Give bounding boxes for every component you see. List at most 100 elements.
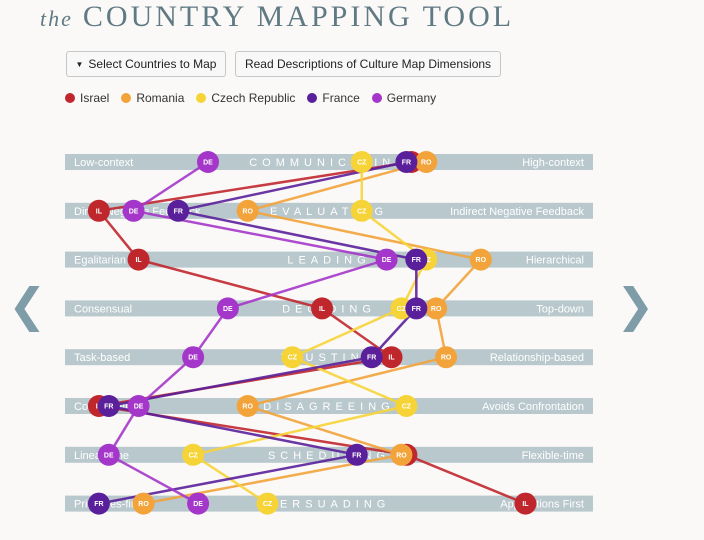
country-node-label: IL [135,257,142,264]
dimension-right-label: Indirect Negative Feedback [450,206,584,218]
country-node [256,492,279,515]
legend-label: France [322,91,360,105]
legend-dot [121,93,132,103]
country-node-label: FR [174,208,183,215]
country-node-label: IL [388,355,395,362]
country-node [122,199,145,222]
legend-dot [307,93,318,103]
country-node [350,199,373,222]
country-node-label: FR [104,404,113,411]
legend-label: Israel [80,91,110,105]
country-node [375,248,398,271]
country-node [132,492,155,515]
next-arrow-icon[interactable]: ❯ [616,278,655,332]
country-line [98,160,418,505]
country-node [405,248,428,271]
country-node-label: FR [367,355,376,362]
country-node-label: RO [431,306,442,313]
country-node [216,297,239,320]
country-node [97,443,120,466]
country-node-label: CZ [357,160,367,167]
country-node-label: DE [223,306,233,313]
caret-down-icon: ▼ [75,59,84,69]
dimension-left-label: Consensual [74,303,132,315]
country-node-label: RO [421,160,432,167]
country-node [311,297,334,320]
dimension-right-label: Hierarchical [526,255,584,267]
dimension-left-label: Low-context [74,157,133,169]
read-descriptions-label: Read Descriptions of Culture Map Dimensi… [244,57,492,71]
title-main: COUNTRY MAPPING TOOL [82,0,515,33]
country-node-label: RO [476,257,487,264]
legend-label: Germany [386,91,437,105]
country-node-label: FR [94,501,103,508]
legend-label: Romania [136,91,185,105]
dimension-bar [65,154,593,170]
country-node [469,248,492,271]
country-node [345,443,368,466]
legend-item-czech-republic: Czech Republic [196,91,295,105]
country-node-label: RO [396,452,407,459]
country-node [395,151,418,173]
country-node-label: CZ [402,404,412,411]
dimension-name: LEADING [287,255,370,267]
country-node [197,151,219,173]
country-node-label: DE [193,501,203,508]
country-node-label: FR [402,160,411,167]
title-prefix: the [40,6,73,31]
legend-item-france: France [307,91,360,105]
country-node [360,346,383,369]
dimension-right-label: Relationship-based [490,352,584,364]
country-node [514,492,537,515]
legend-dot [196,93,207,103]
dimension-left-label: Task-based [74,352,130,364]
country-node [415,151,438,173]
read-descriptions-button[interactable]: Read Descriptions of Culture Map Dimensi… [235,51,501,77]
legend-item-germany: Germany [371,91,437,105]
country-node [182,346,205,369]
country-node [127,395,150,417]
country-node [425,297,448,320]
prev-arrow-icon[interactable]: ❮ [8,278,47,332]
country-node [395,395,418,417]
country-node-label: RO [441,355,452,362]
select-countries-label: Select Countries to Map [88,57,217,71]
country-line [143,160,484,505]
country-node [405,297,428,320]
legend-item-israel: Israel [65,91,109,105]
dimension-right-label: Top-down [536,303,584,315]
legend-dot [371,93,382,103]
legend-label: Czech Republic [211,91,296,105]
country-node-label: DE [382,257,392,264]
country-node-label: IL [96,208,103,215]
country-node-label: RO [138,501,149,508]
country-node-label: FR [412,257,421,264]
country-node-label: FR [352,452,361,459]
legend-dot [65,93,75,103]
country-node-label: FR [412,306,421,313]
country-node [236,395,259,417]
select-countries-button[interactable]: ▼ Select Countries to Map [66,51,226,77]
country-node-label: CZ [188,452,198,459]
country-node-label: DE [188,355,198,362]
country-node [435,346,458,369]
country-node-label: DE [129,208,139,215]
page-title: the COUNTRY MAPPING TOOL [40,0,514,40]
country-node-label: CZ [357,208,367,215]
country-node-label: IL [522,501,529,508]
dimension-name: PERSUADING [268,499,391,511]
country-node-label: CZ [263,501,273,508]
dimension-name: DISAGREEING [263,401,394,413]
country-node-label: RO [242,404,253,411]
country-node-label: CZ [288,355,298,362]
country-node [87,492,110,515]
country-node [87,199,110,222]
country-node [380,346,403,369]
country-node-label: DE [104,452,114,459]
country-node-label: DE [134,404,144,411]
country-line [189,162,428,505]
country-node [390,443,413,466]
country-node-label: IL [319,306,326,313]
legend-item-romania: Romania [121,91,184,105]
country-node [127,248,150,271]
